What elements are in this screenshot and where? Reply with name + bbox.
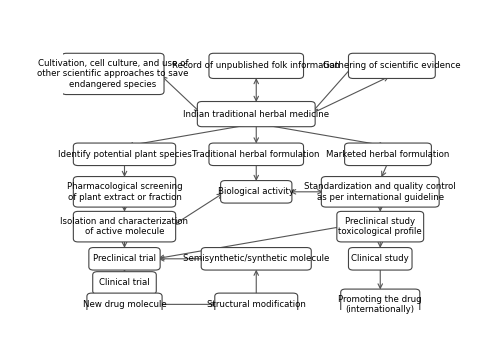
Text: Structural modification: Structural modification bbox=[207, 300, 306, 309]
Text: Identify potential plant species: Identify potential plant species bbox=[58, 150, 192, 159]
FancyBboxPatch shape bbox=[209, 53, 304, 78]
Text: Semisynthetic/synthetic molecule: Semisynthetic/synthetic molecule bbox=[183, 254, 330, 263]
Text: Gathering of scientific evidence: Gathering of scientific evidence bbox=[323, 61, 460, 70]
FancyBboxPatch shape bbox=[62, 53, 164, 95]
FancyBboxPatch shape bbox=[92, 272, 156, 294]
FancyBboxPatch shape bbox=[87, 293, 162, 316]
Text: Record of unpublished folk information: Record of unpublished folk information bbox=[172, 61, 340, 70]
Text: Marketed herbal formulation: Marketed herbal formulation bbox=[326, 150, 450, 159]
FancyBboxPatch shape bbox=[74, 176, 176, 207]
FancyBboxPatch shape bbox=[340, 289, 420, 319]
FancyBboxPatch shape bbox=[337, 211, 424, 242]
FancyBboxPatch shape bbox=[209, 143, 304, 166]
Text: Cultivation, cell culture, and use of
other scientific approaches to save
endang: Cultivation, cell culture, and use of ot… bbox=[37, 59, 188, 89]
FancyBboxPatch shape bbox=[201, 247, 312, 270]
Text: Clinical trial: Clinical trial bbox=[99, 278, 150, 287]
Text: Biological activity: Biological activity bbox=[218, 187, 294, 196]
Text: Preclinical trial: Preclinical trial bbox=[93, 254, 156, 263]
Text: Isolation and characterization
of active molecule: Isolation and characterization of active… bbox=[60, 217, 188, 236]
Text: Standardization and quality control
as per international guideline: Standardization and quality control as p… bbox=[304, 182, 456, 201]
Text: Preclinical study
toxicological profile: Preclinical study toxicological profile bbox=[338, 217, 422, 236]
FancyBboxPatch shape bbox=[215, 293, 298, 316]
FancyBboxPatch shape bbox=[322, 176, 439, 207]
FancyBboxPatch shape bbox=[348, 53, 436, 78]
FancyBboxPatch shape bbox=[348, 247, 412, 270]
FancyBboxPatch shape bbox=[89, 247, 160, 270]
FancyBboxPatch shape bbox=[198, 102, 315, 127]
Text: Promoting the drug
(internationally): Promoting the drug (internationally) bbox=[338, 295, 422, 314]
FancyBboxPatch shape bbox=[344, 143, 432, 166]
Text: Pharmacological screening
of plant extract or fraction: Pharmacological screening of plant extra… bbox=[66, 182, 182, 201]
Text: Clinical study: Clinical study bbox=[352, 254, 409, 263]
FancyBboxPatch shape bbox=[74, 211, 176, 242]
Text: Traditional herbal formulation: Traditional herbal formulation bbox=[192, 150, 320, 159]
FancyBboxPatch shape bbox=[220, 181, 292, 203]
Text: Indian traditional herbal medicine: Indian traditional herbal medicine bbox=[183, 110, 330, 119]
FancyBboxPatch shape bbox=[74, 143, 176, 166]
Text: New drug molecule: New drug molecule bbox=[82, 300, 166, 309]
